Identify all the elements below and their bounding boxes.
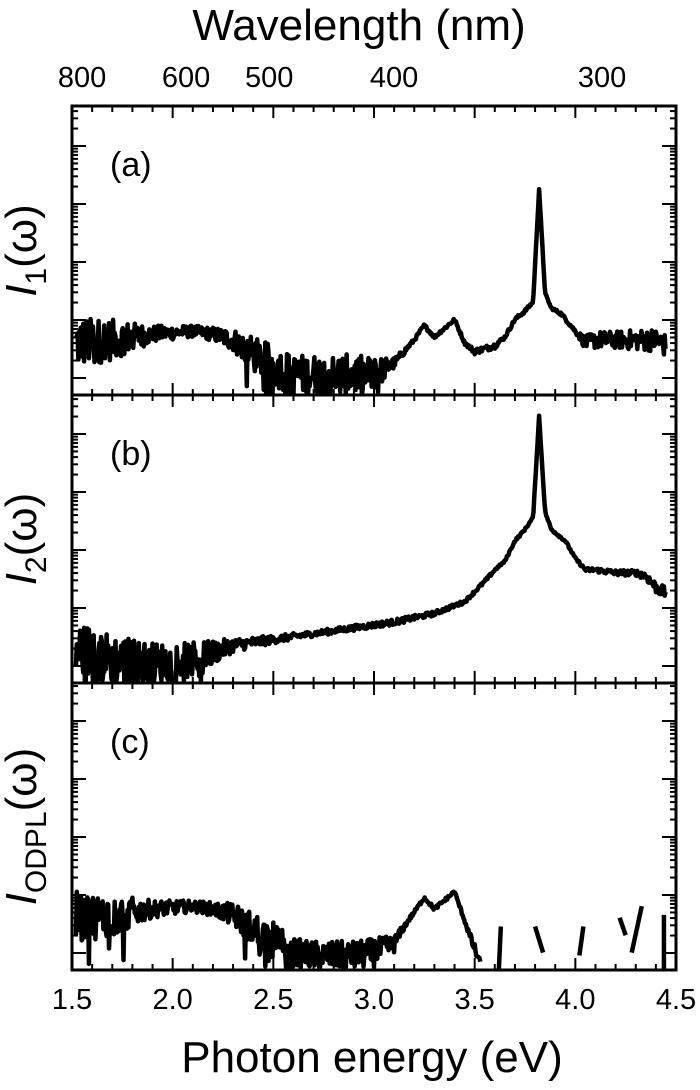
panel-a-ylabel: I1(ω) [0, 204, 53, 297]
panel-a-label: (a) [110, 146, 152, 184]
x-tick-label: 2.5 [253, 984, 293, 1016]
bottom-axis-tick-labels: 1.5 2.0 2.5 3.0 3.5 4.0 4.5 [52, 984, 696, 1016]
x-tick-label: 2.0 [153, 984, 193, 1016]
wavelength-tick-label: 800 [58, 62, 106, 94]
panel-c-frame [70, 681, 678, 972]
panel-c-fragment [496, 926, 504, 970]
x-tick-label: 4.0 [555, 984, 595, 1016]
panel-b-curve [73, 413, 668, 683]
wavelength-tick-label: 500 [245, 62, 293, 94]
panel-c-fragment [617, 917, 628, 936]
x-tick-label: 3.5 [455, 984, 495, 1016]
panel-c-fragment [629, 905, 644, 954]
panel-a-curve [74, 186, 668, 395]
panel-c-fragment [532, 925, 546, 954]
panel-b-label: (b) [110, 435, 152, 473]
panel-c: (c) IODPL(ω) [0, 681, 678, 972]
panel-c-label: (c) [110, 723, 150, 761]
panel-c-fragment [577, 926, 586, 956]
wavelength-tick-label: 600 [162, 62, 210, 94]
panel-c-ylabel: IODPL(ω) [0, 748, 53, 906]
wavelength-tick-label: 300 [578, 62, 626, 94]
x-tick-label: 1.5 [52, 984, 92, 1016]
panels: (a) I1(ω) (b) I2(ω) (c) IODPL(ω) [0, 104, 678, 972]
top-axis-tick-labels: 800 600 500 400 300 [58, 62, 626, 94]
x-tick-label: 4.5 [656, 984, 696, 1016]
bottom-axis-title: Photon energy (eV) [181, 1033, 563, 1082]
panel-b-ylabel: I2(ω) [0, 493, 53, 586]
x-tick-label: 3.0 [354, 984, 394, 1016]
panel-c-curve [73, 889, 483, 970]
top-axis-title: Wavelength (nm) [192, 1, 525, 50]
wavelength-tick-label: 400 [370, 62, 418, 94]
